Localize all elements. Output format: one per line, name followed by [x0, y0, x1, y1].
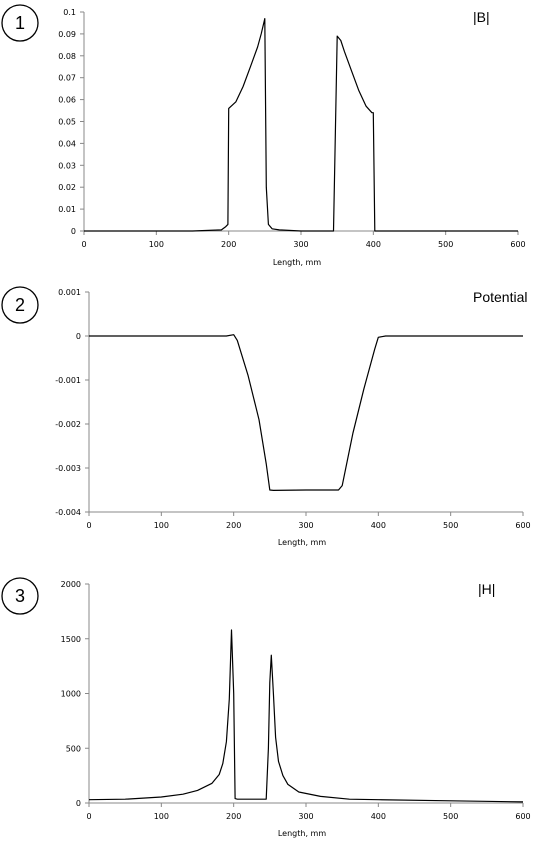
panel-2: -0.004 -0.003 -0.002 -0.001 0 0.001 0 100 200 300…	[1, 286, 531, 547]
panel-badge-number: 1	[15, 13, 25, 33]
panel-annotation: Potential	[473, 289, 527, 305]
y-tick-label: 0.05	[58, 118, 76, 127]
y-tick-label: 2000	[61, 580, 81, 589]
y-tick-label: 0	[76, 799, 81, 808]
x-tick-label: 300	[298, 812, 313, 821]
x-tick-label: 200	[226, 812, 241, 821]
series-line	[88, 629, 524, 803]
panel-badge-number: 2	[15, 295, 25, 315]
x-tick-label: 600	[510, 240, 525, 249]
x-tick-label: 300	[298, 521, 313, 530]
panel-badge-circle	[1, 4, 39, 42]
x-axis-label: Length, mm	[278, 538, 326, 547]
panel-badge-circle	[1, 577, 39, 615]
y-tick-label: 0.08	[58, 52, 76, 61]
y-tick-label: 0.01	[58, 205, 76, 214]
x-tick-label: 400	[371, 812, 386, 821]
y-tick-label: -0.002	[55, 420, 81, 429]
x-tick-label: 0	[86, 812, 91, 821]
y-tick-label: -0.003	[55, 464, 81, 473]
y-tick-label: 0	[71, 227, 76, 236]
x-tick-label: 200	[226, 521, 241, 530]
x-tick-label: 400	[366, 240, 381, 249]
panel-badge-circle	[1, 286, 39, 324]
y-tick-label: 0.04	[58, 139, 76, 148]
x-tick-label: 500	[443, 521, 458, 530]
y-tick-label: 500	[66, 744, 81, 753]
y-tick-label: 1000	[61, 690, 81, 699]
y-tick-label: 0.1	[63, 8, 76, 17]
x-tick-label: 500	[438, 240, 453, 249]
x-axis-label: Length, mm	[273, 258, 321, 267]
x-tick-label: 0	[81, 240, 86, 249]
x-tick-label: 300	[293, 240, 308, 249]
y-tick-label: -0.004	[55, 508, 81, 517]
panel-1: 0 0.01 0.02 0.03 0.04 0.05 0.06 0.07 0.08 0.09 0.1…	[1, 4, 526, 267]
x-axis-label: Length, mm	[278, 829, 326, 838]
series-line	[84, 18, 518, 232]
y-tick-label: 0.09	[58, 30, 76, 39]
x-tick-label: 0	[86, 521, 91, 530]
x-tick-label: 400	[371, 521, 386, 530]
y-tick-label: 0.06	[58, 96, 76, 105]
series-line	[89, 334, 523, 491]
x-tick-label: 200	[221, 240, 236, 249]
panel-annotation: |H|	[478, 581, 495, 597]
x-tick-label: 100	[154, 521, 169, 530]
panel-badge-number: 3	[15, 586, 25, 606]
y-tick-label: 0	[76, 332, 81, 341]
y-tick-label: 1500	[61, 635, 81, 644]
x-tick-label: 500	[443, 812, 458, 821]
x-tick-label: 100	[149, 240, 164, 249]
x-tick-label: 600	[515, 812, 530, 821]
y-tick-label: 0.03	[58, 161, 76, 170]
y-tick-label: 0.02	[58, 183, 76, 192]
y-tick-label: -0.001	[55, 376, 81, 385]
panel-annotation: |B|	[473, 9, 490, 25]
x-tick-label: 100	[154, 812, 169, 821]
y-tick-label: 0.07	[58, 74, 76, 83]
y-tick-label: 0.001	[58, 288, 81, 297]
x-tick-label: 600	[515, 521, 530, 530]
panel-3: 0 500 1000 1500 2000 0 100 200 300 400 500 600 Lengt…	[1, 577, 531, 838]
